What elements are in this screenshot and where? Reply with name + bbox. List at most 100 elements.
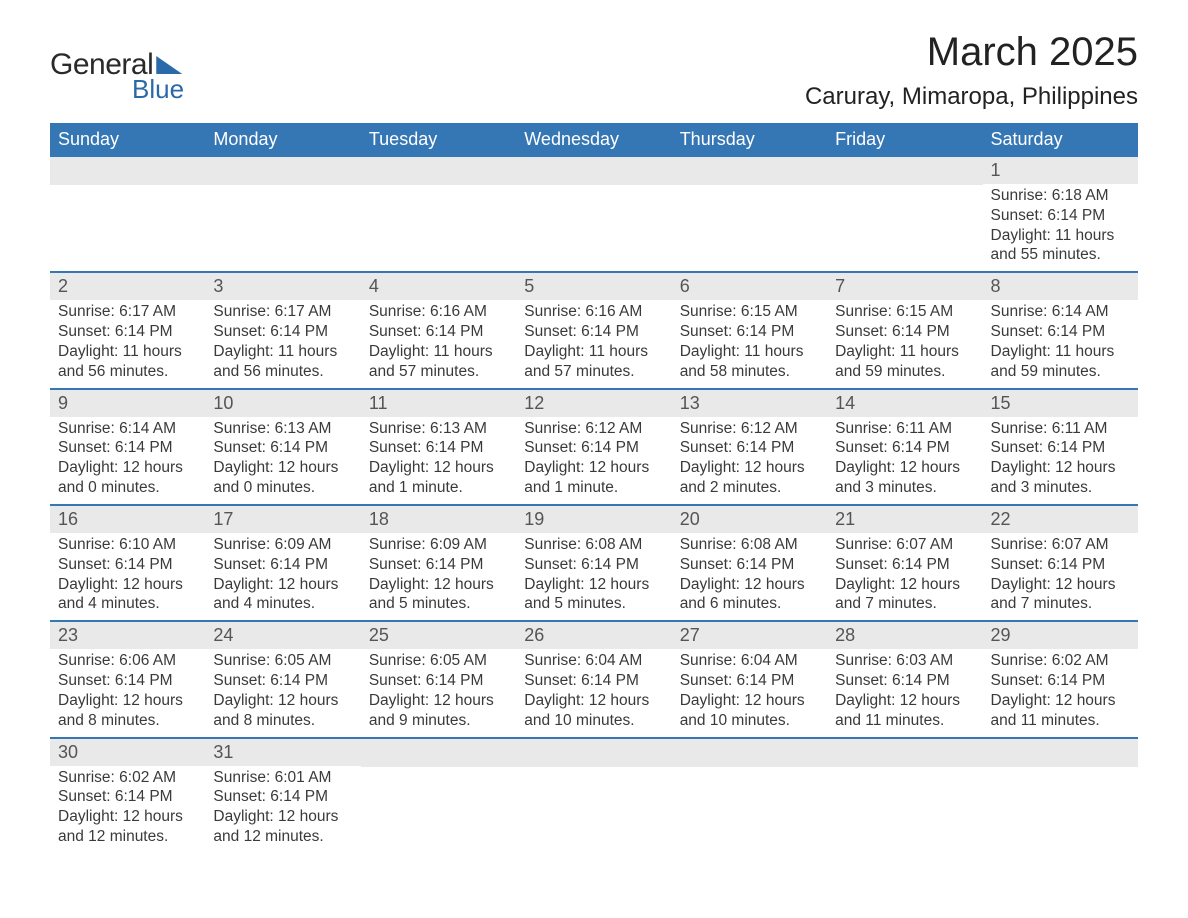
day-number bbox=[516, 157, 671, 185]
day-number bbox=[361, 157, 516, 185]
daylight-text: Daylight: 12 hours and 7 minutes. bbox=[991, 575, 1130, 615]
day-number: 1 bbox=[983, 157, 1138, 184]
calendar-cell bbox=[361, 739, 516, 853]
day-details: Sunrise: 6:02 AMSunset: 6:14 PMDaylight:… bbox=[50, 766, 205, 853]
sunrise-text: Sunrise: 6:03 AM bbox=[835, 651, 974, 671]
logo-word2: Blue bbox=[132, 76, 184, 102]
day-number: 15 bbox=[983, 390, 1138, 417]
calendar-cell bbox=[672, 739, 827, 853]
day-number: 21 bbox=[827, 506, 982, 533]
day-header: Thursday bbox=[672, 123, 827, 157]
day-number: 25 bbox=[361, 622, 516, 649]
day-number: 22 bbox=[983, 506, 1138, 533]
sunrise-text: Sunrise: 6:09 AM bbox=[213, 535, 352, 555]
day-details: Sunrise: 6:15 AMSunset: 6:14 PMDaylight:… bbox=[672, 300, 827, 387]
sunrise-text: Sunrise: 6:09 AM bbox=[369, 535, 508, 555]
day-details: Sunrise: 6:13 AMSunset: 6:14 PMDaylight:… bbox=[361, 417, 516, 504]
sunset-text: Sunset: 6:14 PM bbox=[835, 438, 974, 458]
calendar-cell: 18Sunrise: 6:09 AMSunset: 6:14 PMDayligh… bbox=[361, 506, 516, 620]
sunset-text: Sunset: 6:14 PM bbox=[524, 671, 663, 691]
daylight-text: Daylight: 12 hours and 12 minutes. bbox=[58, 807, 197, 847]
daylight-text: Daylight: 12 hours and 7 minutes. bbox=[835, 575, 974, 615]
sunrise-text: Sunrise: 6:12 AM bbox=[524, 419, 663, 439]
sunrise-text: Sunrise: 6:13 AM bbox=[369, 419, 508, 439]
calendar-week: 2Sunrise: 6:17 AMSunset: 6:14 PMDaylight… bbox=[50, 271, 1138, 387]
sunset-text: Sunset: 6:14 PM bbox=[991, 206, 1130, 226]
day-number: 19 bbox=[516, 506, 671, 533]
sunset-text: Sunset: 6:14 PM bbox=[680, 555, 819, 575]
location-label: Caruray, Mimaropa, Philippines bbox=[805, 83, 1138, 111]
day-details: Sunrise: 6:05 AMSunset: 6:14 PMDaylight:… bbox=[361, 649, 516, 736]
daylight-text: Daylight: 12 hours and 5 minutes. bbox=[369, 575, 508, 615]
day-number: 9 bbox=[50, 390, 205, 417]
day-number: 23 bbox=[50, 622, 205, 649]
sunrise-text: Sunrise: 6:06 AM bbox=[58, 651, 197, 671]
sunrise-text: Sunrise: 6:05 AM bbox=[369, 651, 508, 671]
day-details: Sunrise: 6:12 AMSunset: 6:14 PMDaylight:… bbox=[516, 417, 671, 504]
day-number bbox=[205, 157, 360, 185]
day-number: 27 bbox=[672, 622, 827, 649]
day-details: Sunrise: 6:15 AMSunset: 6:14 PMDaylight:… bbox=[827, 300, 982, 387]
calendar-cell bbox=[361, 157, 516, 271]
day-details: Sunrise: 6:13 AMSunset: 6:14 PMDaylight:… bbox=[205, 417, 360, 504]
calendar-cell bbox=[516, 739, 671, 853]
day-number: 14 bbox=[827, 390, 982, 417]
calendar-cell: 22Sunrise: 6:07 AMSunset: 6:14 PMDayligh… bbox=[983, 506, 1138, 620]
day-details: Sunrise: 6:08 AMSunset: 6:14 PMDaylight:… bbox=[672, 533, 827, 620]
day-details: Sunrise: 6:16 AMSunset: 6:14 PMDaylight:… bbox=[361, 300, 516, 387]
sunrise-text: Sunrise: 6:04 AM bbox=[680, 651, 819, 671]
day-number bbox=[361, 739, 516, 767]
calendar-week: 1Sunrise: 6:18 AMSunset: 6:14 PMDaylight… bbox=[50, 157, 1138, 271]
sunset-text: Sunset: 6:14 PM bbox=[991, 671, 1130, 691]
calendar-cell: 20Sunrise: 6:08 AMSunset: 6:14 PMDayligh… bbox=[672, 506, 827, 620]
calendar-week: 23Sunrise: 6:06 AMSunset: 6:14 PMDayligh… bbox=[50, 620, 1138, 736]
daylight-text: Daylight: 12 hours and 0 minutes. bbox=[213, 458, 352, 498]
calendar-cell: 9Sunrise: 6:14 AMSunset: 6:14 PMDaylight… bbox=[50, 390, 205, 504]
sunset-text: Sunset: 6:14 PM bbox=[524, 322, 663, 342]
daylight-text: Daylight: 12 hours and 10 minutes. bbox=[524, 691, 663, 731]
sunset-text: Sunset: 6:14 PM bbox=[58, 322, 197, 342]
calendar-cell: 30Sunrise: 6:02 AMSunset: 6:14 PMDayligh… bbox=[50, 739, 205, 853]
sunset-text: Sunset: 6:14 PM bbox=[58, 438, 197, 458]
sunrise-text: Sunrise: 6:17 AM bbox=[58, 302, 197, 322]
sunrise-text: Sunrise: 6:15 AM bbox=[835, 302, 974, 322]
daylight-text: Daylight: 11 hours and 56 minutes. bbox=[213, 342, 352, 382]
page-title: March 2025 bbox=[805, 30, 1138, 75]
sunset-text: Sunset: 6:14 PM bbox=[835, 671, 974, 691]
day-details: Sunrise: 6:16 AMSunset: 6:14 PMDaylight:… bbox=[516, 300, 671, 387]
day-number: 30 bbox=[50, 739, 205, 766]
calendar-cell: 23Sunrise: 6:06 AMSunset: 6:14 PMDayligh… bbox=[50, 622, 205, 736]
sunrise-text: Sunrise: 6:17 AM bbox=[213, 302, 352, 322]
day-header-row: SundayMondayTuesdayWednesdayThursdayFrid… bbox=[50, 123, 1138, 157]
day-number bbox=[50, 157, 205, 185]
daylight-text: Daylight: 11 hours and 59 minutes. bbox=[991, 342, 1130, 382]
day-header: Sunday bbox=[50, 123, 205, 157]
calendar-cell: 31Sunrise: 6:01 AMSunset: 6:14 PMDayligh… bbox=[205, 739, 360, 853]
daylight-text: Daylight: 11 hours and 55 minutes. bbox=[991, 226, 1130, 266]
daylight-text: Daylight: 12 hours and 6 minutes. bbox=[680, 575, 819, 615]
calendar-cell: 28Sunrise: 6:03 AMSunset: 6:14 PMDayligh… bbox=[827, 622, 982, 736]
calendar-cell: 24Sunrise: 6:05 AMSunset: 6:14 PMDayligh… bbox=[205, 622, 360, 736]
day-details: Sunrise: 6:08 AMSunset: 6:14 PMDaylight:… bbox=[516, 533, 671, 620]
calendar-cell: 8Sunrise: 6:14 AMSunset: 6:14 PMDaylight… bbox=[983, 273, 1138, 387]
day-number: 8 bbox=[983, 273, 1138, 300]
calendar-cell: 17Sunrise: 6:09 AMSunset: 6:14 PMDayligh… bbox=[205, 506, 360, 620]
calendar-cell: 29Sunrise: 6:02 AMSunset: 6:14 PMDayligh… bbox=[983, 622, 1138, 736]
day-number: 17 bbox=[205, 506, 360, 533]
sunset-text: Sunset: 6:14 PM bbox=[58, 555, 197, 575]
sunrise-text: Sunrise: 6:11 AM bbox=[835, 419, 974, 439]
sunrise-text: Sunrise: 6:08 AM bbox=[680, 535, 819, 555]
calendar-cell bbox=[827, 157, 982, 271]
sunset-text: Sunset: 6:14 PM bbox=[213, 555, 352, 575]
calendar-week: 30Sunrise: 6:02 AMSunset: 6:14 PMDayligh… bbox=[50, 737, 1138, 853]
daylight-text: Daylight: 12 hours and 0 minutes. bbox=[58, 458, 197, 498]
sunset-text: Sunset: 6:14 PM bbox=[369, 555, 508, 575]
sunrise-text: Sunrise: 6:04 AM bbox=[524, 651, 663, 671]
day-number: 10 bbox=[205, 390, 360, 417]
calendar-cell: 14Sunrise: 6:11 AMSunset: 6:14 PMDayligh… bbox=[827, 390, 982, 504]
calendar-cell: 19Sunrise: 6:08 AMSunset: 6:14 PMDayligh… bbox=[516, 506, 671, 620]
sunrise-text: Sunrise: 6:05 AM bbox=[213, 651, 352, 671]
calendar-cell bbox=[672, 157, 827, 271]
day-number: 6 bbox=[672, 273, 827, 300]
day-details: Sunrise: 6:02 AMSunset: 6:14 PMDaylight:… bbox=[983, 649, 1138, 736]
